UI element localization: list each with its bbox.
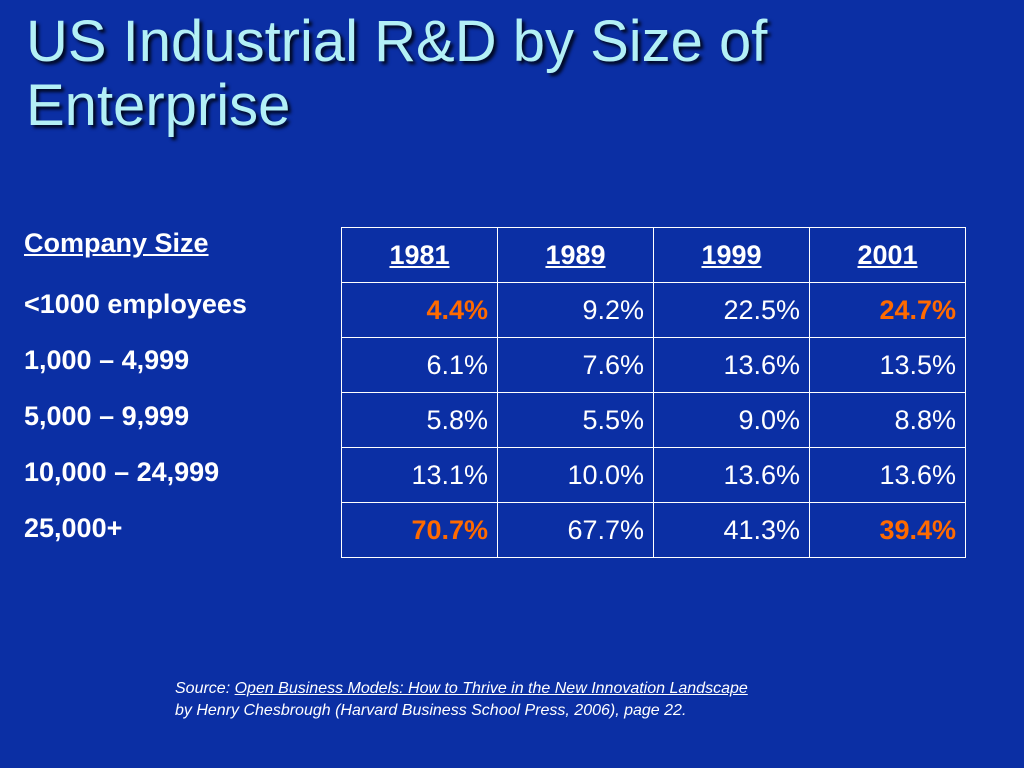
table-cell: 22.5% (653, 282, 810, 338)
table-cell: 9.0% (653, 392, 810, 448)
table-row: 13.1% 10.0% 13.6% 13.6% (341, 447, 966, 503)
table-cell: 7.6% (497, 337, 654, 393)
source-book-link[interactable]: Open Business Models: How to Thrive in t… (234, 680, 748, 697)
table-cell: 13.1% (341, 447, 498, 503)
source-citation: Source: Open Business Models: How to Thr… (175, 678, 975, 722)
company-size-row: 25,000+ (24, 513, 123, 543)
company-size-header: Company Size (24, 228, 209, 258)
source-line-2: by Henry Chesbrough (Harvard Business Sc… (175, 702, 687, 719)
company-size-row: 10,000 – 24,999 (24, 457, 220, 487)
column-header-1981: 1981 (341, 227, 498, 283)
table-cell: 13.6% (653, 447, 810, 503)
column-header-1999: 1999 (653, 227, 810, 283)
table-cell: 9.2% (497, 282, 654, 338)
column-header-2001: 2001 (809, 227, 966, 283)
table-cell: 5.8% (341, 392, 498, 448)
table-cell: 5.5% (497, 392, 654, 448)
company-size-row: 5,000 – 9,999 (24, 401, 190, 431)
source-line-1: Source: Open Business Models: How to Thr… (175, 678, 975, 700)
rd-share-table: 1981 1989 1999 2001 4.4% 9.2% 22.5% 24.7… (341, 227, 966, 558)
table-row: 5.8% 5.5% 9.0% 8.8% (341, 392, 966, 448)
table-cell-highlight: 24.7% (809, 282, 966, 338)
table-cell-highlight: 70.7% (341, 502, 498, 558)
table-cell: 13.5% (809, 337, 966, 393)
company-size-list: Company Size <1000 employees 1,000 – 4,9… (24, 222, 324, 556)
table-cell: 6.1% (341, 337, 498, 393)
column-header-1989: 1989 (497, 227, 654, 283)
company-size-row: <1000 employees (24, 289, 247, 319)
table-cell-highlight: 4.4% (341, 282, 498, 338)
table-row: 4.4% 9.2% 22.5% 24.7% (341, 282, 966, 338)
table-header-row: 1981 1989 1999 2001 (341, 227, 966, 283)
table-row: 6.1% 7.6% 13.6% 13.5% (341, 337, 966, 393)
table-row: 70.7% 67.7% 41.3% 39.4% (341, 502, 966, 558)
table-cell: 41.3% (653, 502, 810, 558)
slide-title: US Industrial R&D by Size of Enterprise (26, 9, 768, 138)
source-prefix: Source: (175, 680, 235, 697)
table-cell: 10.0% (497, 447, 654, 503)
table-cell: 8.8% (809, 392, 966, 448)
table-cell: 13.6% (809, 447, 966, 503)
table-cell-highlight: 39.4% (809, 502, 966, 558)
company-size-row: 1,000 – 4,999 (24, 345, 190, 375)
table-cell: 67.7% (497, 502, 654, 558)
table-cell: 13.6% (653, 337, 810, 393)
